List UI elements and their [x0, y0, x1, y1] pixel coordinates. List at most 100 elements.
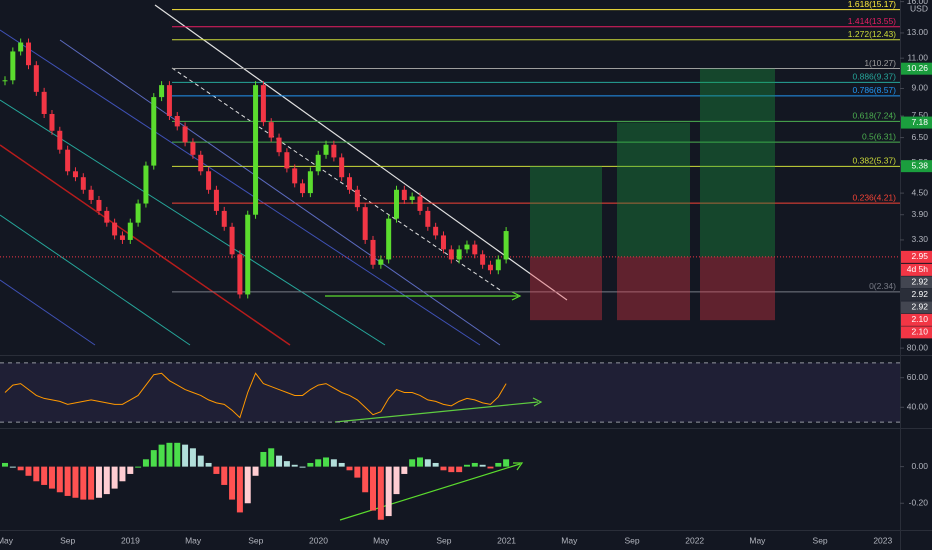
y-tick-label: 4.50 — [911, 187, 928, 197]
fib-label: 0.786(8.57) — [853, 85, 897, 95]
y-tick-label: 40.00 — [907, 402, 929, 412]
y-tick-label: 80.00 — [907, 342, 929, 352]
macd-bar — [299, 466, 306, 468]
price-badge-label: 7.18 — [911, 117, 928, 127]
macd-bar — [25, 466, 32, 476]
candle-body — [386, 218, 392, 260]
price-badge — [901, 116, 932, 129]
price-badge — [901, 160, 932, 173]
candle-body — [96, 199, 102, 211]
candle-body — [464, 244, 470, 250]
macd-bar — [135, 466, 142, 468]
y-tick-label: 16.00 — [907, 0, 929, 6]
macd-bar — [424, 459, 431, 467]
candle-body — [159, 85, 165, 98]
rsi-line — [4, 372, 507, 419]
fib-label: 1.618(15.17) — [848, 0, 896, 9]
macd-bar — [393, 466, 400, 495]
macd-bar — [479, 464, 486, 467]
macd-bar — [471, 462, 478, 467]
profit-zone — [530, 166, 602, 257]
candle-body — [33, 65, 39, 92]
macd-bar — [213, 466, 220, 474]
candle-body — [276, 137, 282, 153]
macd-bar — [377, 466, 384, 520]
candle-body — [206, 171, 212, 190]
price-badge — [901, 313, 932, 326]
fib-label: 1(10.27) — [864, 58, 896, 68]
y-tick-label: 0.00 — [911, 461, 928, 471]
y-tick-label: 60.00 — [907, 372, 929, 382]
macd-bar — [56, 466, 63, 493]
macd-bar — [182, 444, 189, 467]
macd-bar — [495, 462, 502, 467]
price-badge — [901, 62, 932, 75]
candle-body — [88, 189, 94, 200]
candle-body — [331, 144, 337, 158]
candle-body — [18, 42, 24, 52]
fib-label: 0.5(6.31) — [862, 131, 896, 141]
candle-body — [448, 249, 454, 260]
candle-body — [49, 113, 55, 131]
candle-body — [143, 165, 149, 204]
macd-bar — [370, 466, 377, 511]
price-badge-label: 10.26 — [907, 63, 929, 73]
macd-bar — [174, 442, 181, 467]
x-tick-label: 2020 — [309, 535, 328, 545]
price-badge — [901, 301, 932, 314]
price-badge-label: 4d 5h — [907, 264, 929, 274]
x-tick-label: 2021 — [497, 535, 516, 545]
candle-body — [10, 51, 16, 81]
macd-bar — [463, 464, 470, 467]
y-tick-label: 3.30 — [911, 234, 928, 244]
price-badge-label: 2.95 — [911, 251, 928, 261]
candle-body — [190, 142, 196, 155]
price-badge-label: 2.10 — [911, 327, 928, 337]
candle-body — [417, 196, 423, 211]
candle-body — [433, 226, 439, 236]
macd-bar — [456, 466, 463, 473]
loss-zone — [530, 256, 602, 321]
macd-bar — [307, 462, 314, 467]
candle-body — [174, 115, 180, 127]
candle-body — [182, 126, 188, 143]
macd-bar — [189, 448, 196, 467]
x-tick-label: 2019 — [121, 535, 140, 545]
macd-bar — [346, 466, 353, 471]
candle-body — [166, 85, 172, 116]
candle-body — [237, 254, 243, 295]
macd-bar — [111, 466, 118, 489]
candles — [2, 38, 509, 299]
macd-bar — [503, 459, 510, 467]
y-tick-label: 6.50 — [911, 132, 928, 142]
price-badge — [901, 326, 932, 339]
candle-body — [65, 149, 71, 172]
y-tick-label: 11.00 — [907, 52, 928, 62]
candle-body — [339, 157, 345, 178]
price-badge-label: 2.10 — [911, 314, 928, 324]
candle-body — [409, 196, 415, 200]
drawings — [0, 4, 568, 346]
macd-bar — [260, 451, 267, 467]
x-tick-label: May — [561, 535, 578, 545]
macd-bar — [315, 459, 322, 467]
macd-bar — [72, 466, 79, 498]
candle-body — [394, 189, 399, 219]
fib-label: 0.382(5.37) — [853, 156, 897, 166]
candle-body — [315, 154, 321, 172]
macd-bar — [385, 466, 392, 517]
macd-bar — [2, 462, 8, 467]
channel-line — [0, 29, 481, 346]
arrow-head — [532, 397, 543, 407]
macd-bar — [416, 457, 423, 467]
macd-bar — [166, 442, 173, 467]
channel-line — [0, 214, 191, 346]
price-badge — [901, 276, 932, 289]
price-badge — [901, 288, 932, 301]
macd-bar — [236, 466, 243, 513]
rsi-divergence — [334, 401, 539, 423]
macd-bar — [330, 459, 337, 467]
loss-zone — [617, 256, 690, 321]
macd-bar — [95, 466, 102, 498]
